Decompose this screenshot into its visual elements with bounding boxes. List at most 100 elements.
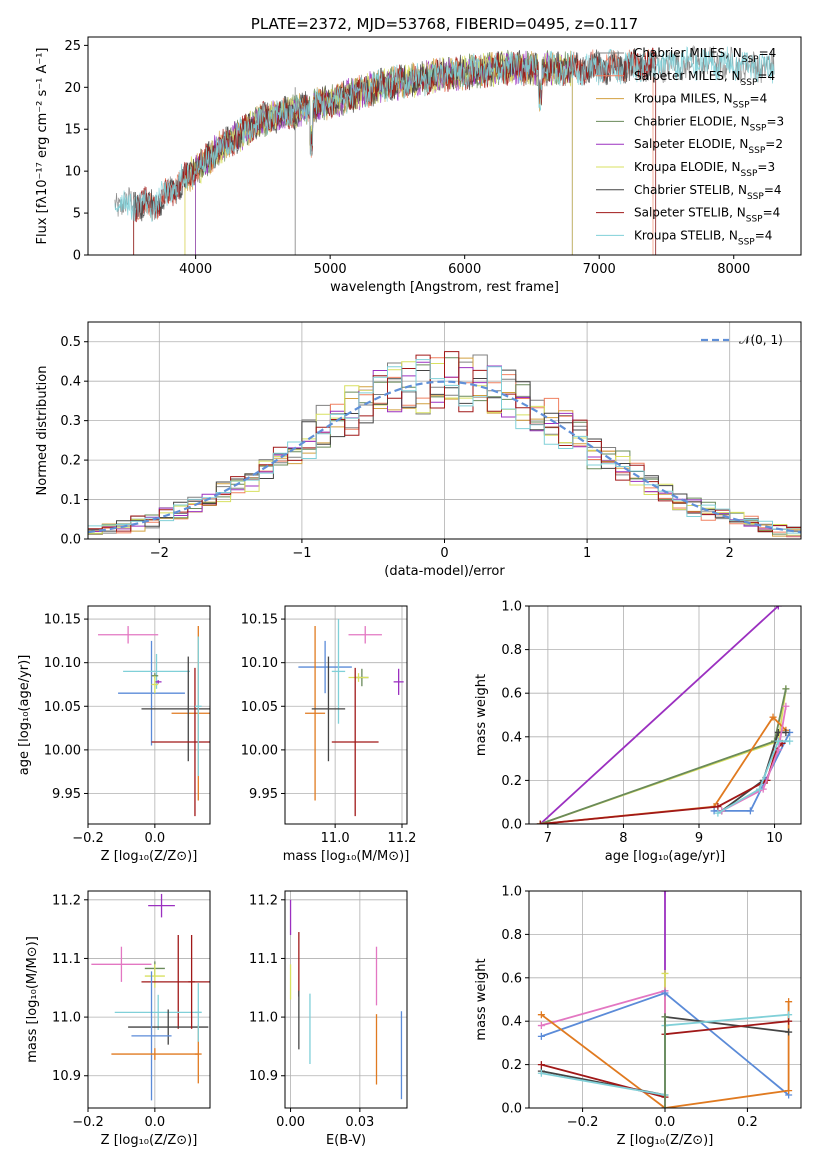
legend-suffix: =4 [759,46,777,60]
legend-subscript: SSP [746,215,763,225]
error-bar-point [114,994,202,1030]
y-tick-label: 10.00 [44,743,81,758]
weight-series-line [540,715,787,824]
error-bar-point [348,626,382,644]
error-bar-point [154,680,162,684]
error-bar-point [128,1009,209,1045]
weight-series-marker [746,807,754,815]
weight-series-marker [786,737,794,745]
legend-entry: Chabrier STELIB, NSSP=4 [634,183,782,202]
y-tick-label: 11.1 [249,952,278,967]
x-tick-label: 0.03 [345,1115,374,1130]
error-bar-point [144,964,165,988]
x-tick-label: −2 [150,546,169,561]
x-tick-label: 0.2 [737,1115,758,1130]
weight-series-marker [785,1017,793,1025]
x-axis-label: wavelength [Angstrom, rest frame] [330,280,559,295]
error-bar-point [393,668,404,695]
histogram-series [88,359,801,536]
y-tick-label: 9.95 [52,787,81,802]
axes-frame [87,605,211,825]
error-bar-point [111,1048,199,1060]
y-tick-label: 11.0 [249,1011,278,1026]
panel-weight_vs_Z: −0.2 0.0 0.2 0.0 0.2 0.4 0.6 0.8 1.0 Z [log₁₀(Z/Z… [474,885,802,1148]
x-axis-label: Z [log₁₀(Z/Z⊙)] [101,1133,198,1148]
error-bar-point [188,934,195,1029]
axes-frame [284,890,408,1109]
legend-subscript: SSP [738,237,755,247]
error-bar-point [194,983,202,1042]
plot-area-age_vs_mass [298,619,404,817]
weight-series-line [539,606,779,824]
y-tick-label: 1.0 [501,600,522,615]
weight-series-marker [661,1013,669,1021]
y-tick-label: 11.2 [52,893,81,908]
weight-series-line [540,1001,790,1108]
error-bar-point [141,934,210,1029]
plot-area-weight_vs_age [536,606,794,824]
weight-series-marker [785,1087,793,1095]
y-tick-label: 0.8 [501,928,522,943]
error-bar-point [91,946,152,982]
x-tick-label: 8000 [717,262,750,277]
weight-series-line [541,989,666,1108]
legend-entry: Kroupa ELODIE, NSSP=3 [634,160,775,179]
weight-series-marker [769,713,777,721]
y-tick-label: 20 [64,81,81,96]
weight-series-marker [714,803,722,811]
legend-entry: 𝒩(0, 1) [739,333,783,347]
plot-area-residuals [88,351,801,538]
x-tick-label: 7000 [583,262,616,277]
x-axis-label: (data-model)/error [384,564,505,579]
panel-residuals: 𝒩(0, 1) −2 −1 0 1 2 0.0 0.1 0.2 0.3 0.4 0.5 (data-mo… [35,321,802,579]
y-tick-label: 0.4 [60,375,81,390]
y-tick-label: 10.15 [241,613,278,628]
spectrum-series-line [184,50,573,255]
error-bar-point [348,673,369,682]
y-tick-label: 0 [73,249,81,264]
weight-series-marker [537,1022,545,1030]
weight-series-marker [536,820,544,824]
y-tick-label: 15 [64,123,81,138]
legend-subscript: SSP [741,169,758,179]
panel-age_vs_mass: 11.0 11.2 9.95 10.00 10.05 10.10 10.15 mass [lo… [241,605,416,864]
error-bar-point [98,626,159,644]
weight-series-marker [537,1069,545,1077]
weight-series-marker [785,998,793,1006]
axes-frame [87,890,211,1109]
legend-suffix: =3 [766,114,784,128]
weight-series-marker [782,728,790,736]
x-tick-label: 6000 [448,262,481,277]
y-tick-label: 0.4 [501,1015,522,1030]
y-tick-label: 25 [64,39,81,54]
legend-suffix: =2 [765,137,783,151]
y-tick-label: 0.0 [60,533,81,548]
x-tick-label: 10 [766,831,783,846]
panel-weight_vs_age: 7 8 9 10 0.0 0.2 0.4 0.6 0.8 1.0 age [log₁₀(age/yr… [474,600,802,864]
error-bar-point [148,893,175,918]
y-tick-label: 0.0 [501,818,522,833]
y-tick-label: 0.3 [60,414,81,429]
chart-title: PLATE=2372, MJD=53768, FIBERID=0495, z=0… [251,15,638,33]
y-tick-label: 0.8 [501,643,522,658]
weight-series-marker [782,685,790,693]
y-tick-label: 11.0 [52,1011,81,1026]
error-bar-point [151,675,159,694]
panel-mass_vs_ebv: 0.00 0.03 10.9 11.0 11.1 11.2 E(B-V) [249,890,408,1148]
x-tick-label: 0.0 [145,831,166,846]
legend-entry: Chabrier ELODIE, NSSP=3 [634,114,784,133]
panel-age_vs_Z: −0.2 0.0 9.95 10.00 10.05 10.10 10.15 Z [log₁₀(… [17,605,211,864]
y-tick-label: 10.10 [44,656,81,671]
weight-series-line [540,688,787,824]
x-tick-label: −0.2 [567,1115,599,1130]
plot-area-mass_vs_Z [91,893,210,1101]
x-tick-label: 9 [695,831,703,846]
y-tick-label: 1.0 [501,885,522,900]
weight-series-line [721,706,787,812]
x-axis-label: Z [log₁₀(Z/Z⊙)] [101,849,198,864]
y-tick-label: 0.0 [501,1102,522,1117]
plot-area-spectrum [114,44,775,255]
x-tick-label: 0.00 [276,1115,305,1130]
legend-suffix: =3 [757,160,775,174]
